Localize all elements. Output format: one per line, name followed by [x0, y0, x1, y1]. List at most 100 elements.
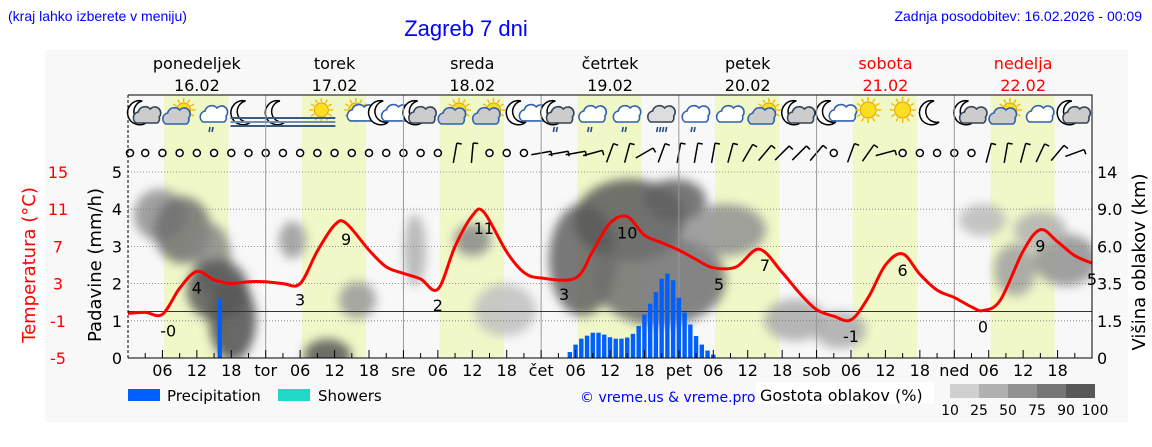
calm-wind-icon	[434, 150, 441, 157]
calm-wind-icon	[211, 150, 218, 157]
temperature-label: 3	[559, 285, 569, 304]
day-date: 21.02	[863, 76, 909, 95]
precipitation-tick: 0	[112, 349, 122, 368]
calm-wind-icon	[245, 150, 252, 157]
cloud-density-blob	[474, 284, 536, 336]
precipitation-tick: 5	[112, 163, 122, 182]
precipitation-bar	[602, 335, 606, 358]
temperature-label: -0	[160, 321, 176, 340]
x-tick-label: 18	[221, 361, 241, 380]
precipitation-bar	[585, 336, 589, 358]
day-name: ponedeljek	[153, 54, 242, 73]
precipitation-bar	[614, 339, 618, 358]
wind-barb-feather	[457, 143, 462, 144]
day-name: četrtek	[582, 54, 640, 73]
sun-disc	[895, 102, 911, 118]
x-tick-label: ned	[939, 361, 969, 380]
x-tick-label: 06	[565, 361, 585, 380]
daylight-band	[853, 95, 917, 358]
cloud-height-tick: 0	[1097, 349, 1107, 368]
rain-drop	[666, 127, 667, 132]
temperature-label: 10	[617, 224, 637, 243]
precipitation-bar	[705, 351, 709, 358]
rain-drop	[657, 127, 658, 132]
day-date: 20.02	[725, 76, 771, 95]
calm-wind-icon	[899, 150, 906, 157]
precipitation-legend-swatch	[128, 389, 160, 401]
x-tick-label: 06	[841, 361, 861, 380]
temperature-label: 4	[192, 279, 202, 298]
sun-disc	[860, 102, 876, 118]
rain-drop	[694, 127, 695, 132]
temperature-label: 7	[760, 256, 770, 275]
temperature-label: 9	[1035, 237, 1045, 256]
cloud-height-tick: 14	[1097, 163, 1117, 182]
temperature-label: 6	[898, 261, 908, 280]
precipitation-bar	[654, 292, 658, 358]
cloud-density-blob	[279, 222, 306, 259]
rain-drop	[622, 127, 623, 132]
cloud-height-tick: 9.0	[1097, 200, 1122, 219]
wind-barb-feather	[698, 143, 703, 144]
precipitation-bar	[659, 279, 663, 358]
rain-drop	[588, 127, 589, 132]
calm-wind-icon	[314, 150, 321, 157]
x-tick-label: 18	[772, 361, 792, 380]
rain-drop	[556, 127, 557, 132]
x-tick-label: 06	[290, 361, 310, 380]
calm-wind-icon	[934, 150, 941, 157]
precipitation-bar	[568, 352, 572, 358]
calm-wind-icon	[503, 150, 510, 157]
cloud-height-tick: 6.0	[1097, 237, 1122, 256]
calm-wind-icon	[279, 150, 286, 157]
cloud-height-axis-title: Višina oblakov (km)	[1129, 173, 1150, 350]
precipitation-tick: 3	[112, 237, 122, 256]
precipitation-bar	[688, 325, 692, 358]
calm-wind-icon	[486, 150, 493, 157]
x-tick-label: 12	[738, 361, 758, 380]
calm-wind-icon	[348, 150, 355, 157]
rain-drop	[663, 127, 664, 132]
calm-wind-icon	[193, 150, 200, 157]
x-tick-label: 12	[187, 361, 207, 380]
calm-wind-icon	[366, 150, 373, 157]
temperature-tick: 3	[53, 275, 63, 294]
calm-wind-icon	[968, 150, 975, 157]
temperature-tick: 15	[48, 163, 68, 182]
page-title: Zagreb 7 dni	[404, 16, 528, 41]
x-tick-label: tor	[254, 361, 277, 380]
cloud-density-level: 100	[1082, 403, 1109, 419]
rain-drop	[691, 127, 692, 132]
x-tick-label: 18	[910, 361, 930, 380]
calm-wind-icon	[159, 150, 166, 157]
rain-drop	[212, 127, 213, 132]
calm-wind-icon	[142, 150, 149, 157]
rain-drop	[660, 127, 661, 132]
precipitation-bar	[677, 298, 681, 358]
precipitation-tick: 1	[112, 312, 122, 331]
day-name: torek	[314, 54, 356, 73]
precipitation-tick: 2	[112, 275, 122, 294]
copyright-text: © vreme.us & vreme.pro	[580, 390, 755, 406]
x-tick-label: 12	[462, 361, 482, 380]
precipitation-bar	[218, 298, 222, 358]
rain-drop	[591, 127, 592, 132]
x-tick-label: 12	[600, 361, 620, 380]
day-name: sreda	[450, 54, 494, 73]
sun-disc	[314, 103, 328, 117]
precipitation-bar	[648, 304, 652, 358]
precipitation-bar	[579, 339, 583, 358]
precipitation-legend-label: Precipitation	[167, 387, 261, 405]
day-name: petek	[725, 54, 771, 73]
temperature-tick: -1	[50, 312, 66, 331]
x-tick-label: 18	[359, 361, 379, 380]
temperature-tick: 11	[48, 200, 68, 219]
calm-wind-icon	[331, 150, 338, 157]
calm-wind-icon	[417, 150, 424, 157]
cloud-height-tick: 3.5	[1097, 275, 1122, 294]
x-tick-label: 12	[1013, 361, 1033, 380]
x-tick-label: čet	[529, 361, 554, 380]
temperature-tick: 7	[53, 237, 63, 256]
day-date: 17.02	[312, 76, 358, 95]
